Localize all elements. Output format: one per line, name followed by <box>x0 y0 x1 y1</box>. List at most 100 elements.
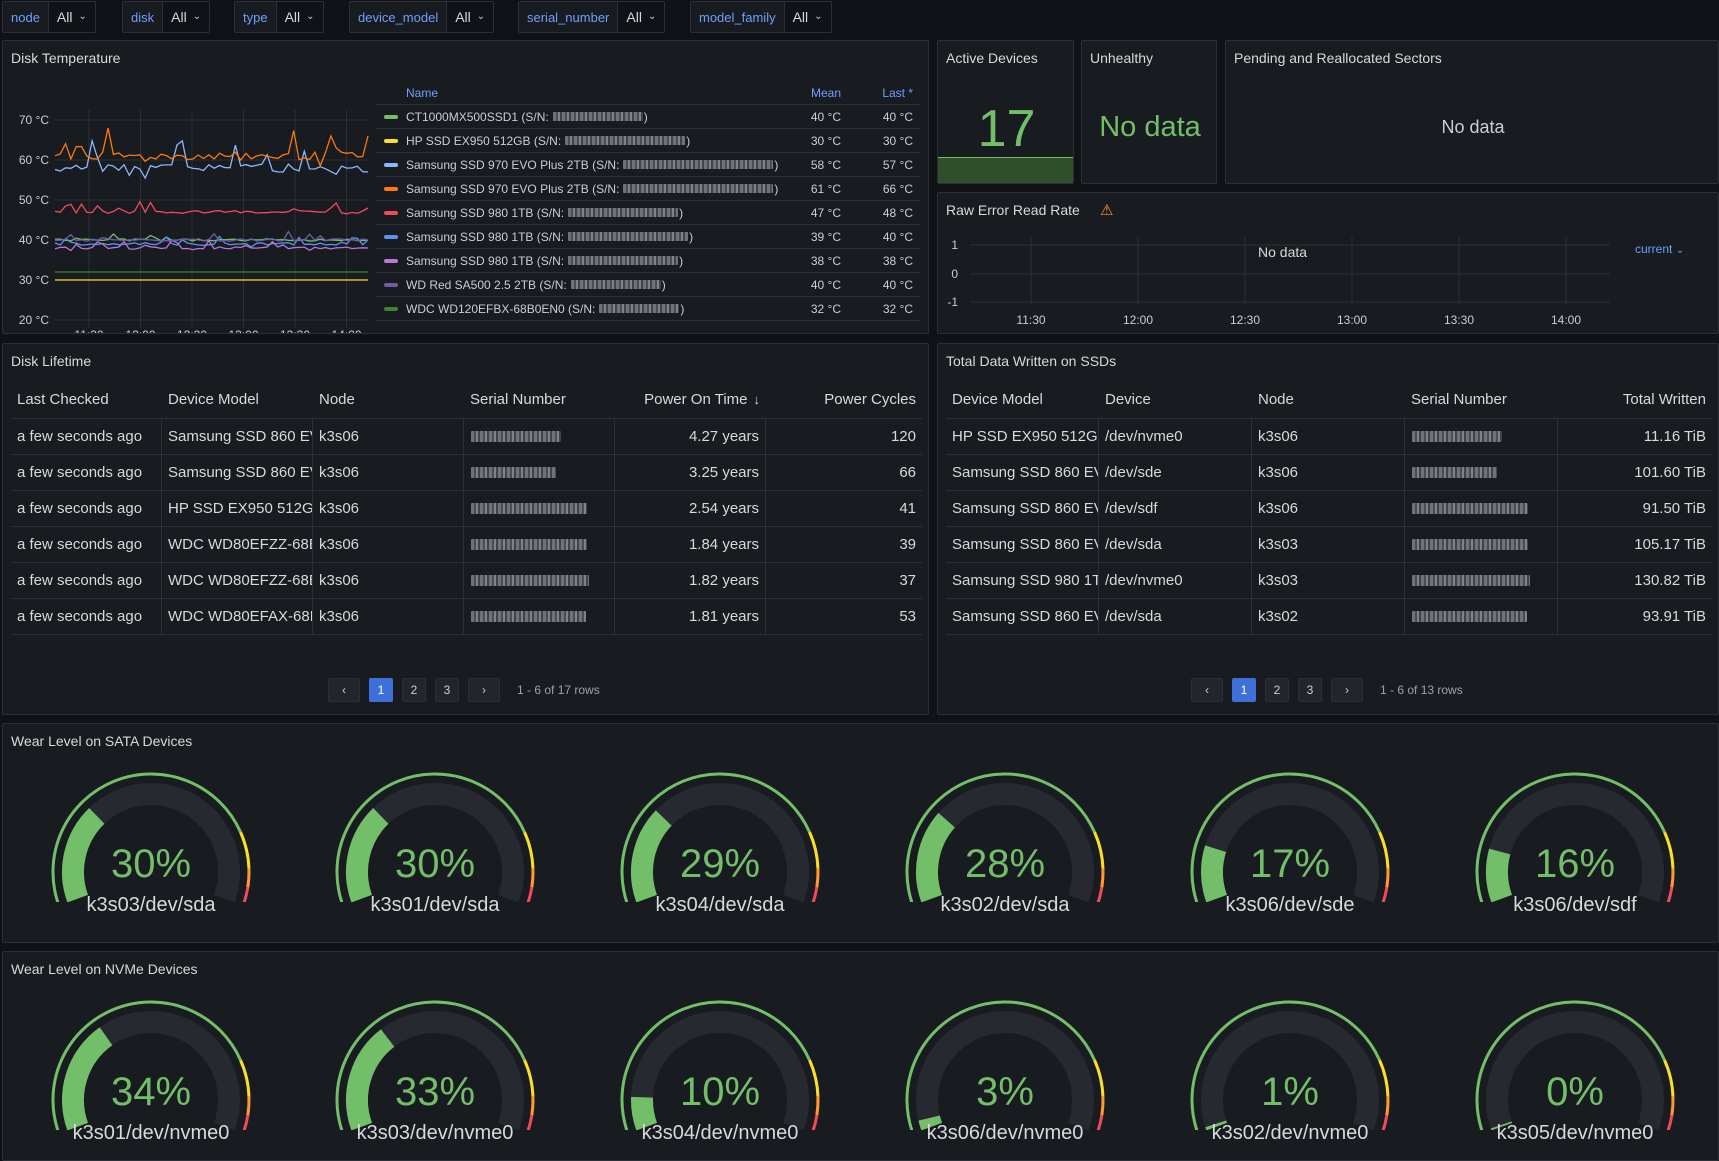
legend-header-last[interactable]: Last * <box>882 85 913 100</box>
legend-row[interactable]: Samsung SSD 980 1TB (S/N:) 38 °C 38 °C <box>376 249 921 273</box>
legend-mode-select[interactable]: current ⌄ <box>1635 242 1684 256</box>
table-row[interactable]: Samsung SSD 980 1TB/dev/nvme0 k3s03 130.82… <box>946 563 1712 599</box>
temperature-series-line[interactable] <box>54 138 369 180</box>
temperature-series-line[interactable] <box>54 230 369 242</box>
chevron-down-icon: ⌄ <box>476 11 486 22</box>
legend-header-mean[interactable]: Mean <box>810 85 841 100</box>
column-header[interactable]: Last Checked <box>11 381 162 418</box>
gauge-value-fill <box>918 1115 943 1131</box>
legend-last: 57 °C <box>882 157 913 172</box>
column-header[interactable]: Power Cycles <box>766 381 922 418</box>
legend-row[interactable]: Samsung SSD 980 1TB (S/N:) 39 °C 40 °C <box>376 225 921 249</box>
x-tick-label: 14:00 <box>331 328 361 334</box>
prev-page-button[interactable]: ‹ <box>328 678 360 702</box>
wear-gauge[interactable]: 30% k3s03/dev/sda <box>31 762 271 942</box>
x-tick-label: 12:00 <box>1123 313 1153 327</box>
cell-value: a few seconds ago <box>17 428 143 445</box>
warning-icon[interactable]: ⚠ <box>1100 202 1114 219</box>
redacted-serial <box>568 232 689 241</box>
column-header[interactable]: Node <box>1252 381 1405 418</box>
table-cell: k3s06 <box>313 599 464 634</box>
table-row[interactable]: a few seconds ago Samsung SSD 860 EVO k3s0… <box>11 455 922 491</box>
gauge-label: k3s02/dev/nvme0 <box>1211 1122 1369 1144</box>
y-tick-label: 1 <box>951 238 958 252</box>
cell-value: 91.50 TiB <box>1642 500 1706 517</box>
variable-select[interactable]: All ⌄ <box>784 1 832 33</box>
table-row[interactable]: Samsung SSD 860 EVO/dev/sda k3s03 105.17 T… <box>946 527 1712 563</box>
column-header[interactable]: Node <box>313 381 464 418</box>
prev-page-button[interactable]: ‹ <box>1191 678 1223 702</box>
column-header[interactable]: Device Model <box>162 381 313 418</box>
table-row[interactable]: a few seconds ago Samsung SSD 860 EVO k3s0… <box>11 419 922 455</box>
table-row[interactable]: a few seconds ago HP SSD EX950 512GB k3s06… <box>11 491 922 527</box>
table-cell <box>464 455 615 490</box>
wear-gauge[interactable]: 3% k3s06/dev/nvme0 <box>885 990 1125 1160</box>
wear-gauge[interactable]: 30% k3s01/dev/sda <box>315 762 555 942</box>
legend-row[interactable]: Samsung SSD 970 EVO Plus 2TB (S/N:) 58 °C… <box>376 153 921 177</box>
column-header[interactable]: Device <box>1099 381 1252 418</box>
legend-header-name[interactable]: Name <box>406 85 439 100</box>
wear-gauge[interactable]: 28% k3s02/dev/sda <box>885 762 1125 942</box>
variable-select[interactable]: All ⌄ <box>618 1 666 33</box>
temperature-series-line[interactable] <box>54 200 369 215</box>
page-button[interactable]: 2 <box>1265 678 1289 702</box>
cell-value: k3s06 <box>1258 464 1299 481</box>
legend-row[interactable]: Samsung SSD 980 1TB (S/N:) 47 °C 48 °C <box>376 201 921 225</box>
variable-select[interactable]: All ⌄ <box>163 1 211 33</box>
table-cell: a few seconds ago <box>11 527 162 562</box>
table-row[interactable]: a few seconds ago WDC WD80EFZZ-68BTXN0 k3s… <box>11 527 922 563</box>
legend-row[interactable]: WDC WD120EFBX-68B0EN0 (S/N:) 32 °C 32 °C <box>376 297 921 321</box>
wear-gauge[interactable]: 33% k3s03/dev/nvme0 <box>315 990 555 1160</box>
raw-error-chart[interactable]: 1 0 -1 11:30 12:00 12:30 13:00 13:30 14:00 <box>938 223 1618 333</box>
legend-row[interactable]: WD Red SA500 2.5 2TB (S/N:) 40 °C 40 °C <box>376 273 921 297</box>
column-header-label: Serial Number <box>1411 391 1507 408</box>
wear-gauge[interactable]: 34% k3s01/dev/nvme0 <box>31 990 271 1160</box>
wear-gauge[interactable]: 29% k3s04/dev/sda <box>600 762 840 942</box>
variable-select[interactable]: All ⌄ <box>447 1 495 33</box>
column-header[interactable]: Serial Number <box>1405 381 1558 418</box>
temperature-chart[interactable]: 70 °C 60 °C 50 °C 40 °C 30 °C 20 °C 11:30 12:00… <box>3 75 373 334</box>
table-row[interactable]: Samsung SSD 860 EVO/dev/sda k3s02 93.91 Ti… <box>946 599 1712 635</box>
column-header-label: Device Model <box>168 391 259 408</box>
active-devices-panel: Active Devices 17 <box>937 40 1074 184</box>
table-cell: k3s06 <box>313 527 464 562</box>
variable-select[interactable]: All ⌄ <box>48 1 96 33</box>
table-row[interactable]: HP SSD EX950 512GB/dev/nvme0 k3s06 11.16 T… <box>946 419 1712 455</box>
table-row[interactable]: Samsung SSD 860 EVO/dev/sdf k3s06 91.50 Ti… <box>946 491 1712 527</box>
column-header[interactable]: Serial Number <box>464 381 615 418</box>
next-page-button[interactable]: › <box>468 678 500 702</box>
table-row[interactable]: a few seconds ago WDC WD80EFAX-68KNBN0 k3s… <box>11 599 922 635</box>
table-row[interactable]: a few seconds ago WDC WD80EFZZ-68BTXN0 k3s… <box>11 563 922 599</box>
table-row[interactable]: Samsung SSD 860 EVO/dev/sde k3s06 101.60 T… <box>946 455 1712 491</box>
variable-select[interactable]: All ⌄ <box>276 1 324 33</box>
cell-value: 101.60 TiB <box>1634 464 1706 481</box>
temperature-series-line[interactable] <box>54 127 369 168</box>
legend-row[interactable]: HP SSD EX950 512GB (S/N:) 30 °C 30 °C <box>376 129 921 153</box>
wear-gauge[interactable]: 10% k3s04/dev/nvme0 <box>600 990 840 1160</box>
wear-gauge[interactable]: 17% k3s06/dev/sde <box>1170 762 1410 942</box>
redacted-serial <box>1412 467 1497 478</box>
cell-value: a few seconds ago <box>17 500 143 517</box>
next-page-button[interactable]: › <box>1331 678 1363 702</box>
page-button[interactable]: 3 <box>435 678 459 702</box>
wear-gauge[interactable]: 16% k3s06/dev/sdf <box>1455 762 1695 942</box>
table-cell: 37 <box>766 563 922 598</box>
temperature-series-line[interactable] <box>54 239 369 252</box>
page-button[interactable]: 1 <box>369 678 393 702</box>
legend-row[interactable]: CT1000MX500SSD1 (S/N:) 40 °C 40 °C <box>376 105 921 129</box>
gauge-value-text: 3% <box>976 1070 1034 1114</box>
cell-value: a few seconds ago <box>17 464 143 481</box>
legend-row[interactable]: Samsung SSD 970 EVO Plus 2TB (S/N:) 61 °C… <box>376 177 921 201</box>
table-cell: 1.82 years <box>615 563 766 598</box>
page-button[interactable]: 3 <box>1298 678 1322 702</box>
page-button[interactable]: 2 <box>402 678 426 702</box>
column-header[interactable]: Total Written <box>1558 381 1712 418</box>
page-button[interactable]: 1 <box>1232 678 1256 702</box>
variable-value: All <box>56 9 73 25</box>
y-tick-label: 60 °C <box>19 153 49 167</box>
column-header[interactable]: Device Model <box>946 381 1099 418</box>
column-header[interactable]: Power On Time ↓ <box>615 381 766 418</box>
wear-gauge[interactable]: 1% k3s02/dev/nvme0 <box>1170 990 1410 1160</box>
temperature-series-line[interactable] <box>54 233 369 242</box>
wear-gauge[interactable]: 0% k3s05/dev/nvme0 <box>1455 990 1695 1160</box>
